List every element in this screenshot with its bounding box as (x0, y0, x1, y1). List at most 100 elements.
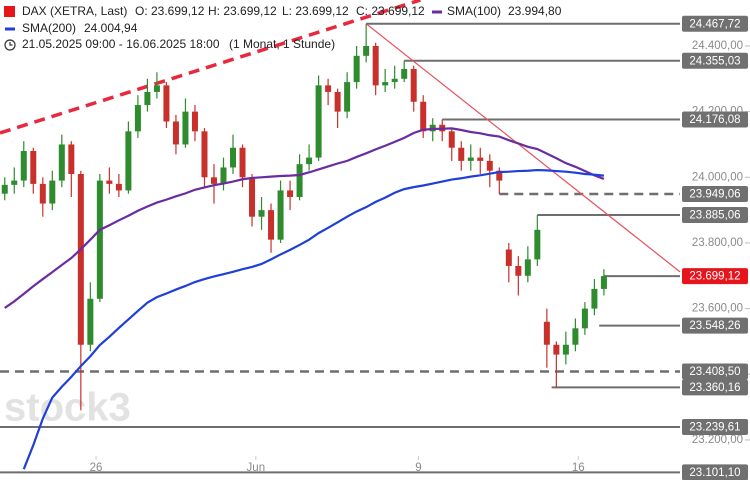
legend-swatch (4, 6, 15, 17)
level-box (682, 186, 748, 203)
clock-hands (9, 42, 13, 46)
level-box (682, 52, 748, 69)
candle-body (581, 308, 588, 329)
candle-body (420, 101, 427, 132)
candle-body (30, 151, 37, 184)
level-label: 23.699,12 (689, 271, 740, 283)
candle-body (496, 170, 503, 181)
candle-body (410, 68, 417, 102)
candle-body (353, 55, 360, 83)
candle-body (58, 144, 65, 181)
candle-body (401, 68, 408, 79)
legend-value: 24.004,94 (84, 21, 138, 35)
candle-body (553, 344, 560, 355)
background-layer: 24.400,0024.200,0024.000,0023.800,0023.6… (90, 40, 750, 474)
candle-body (591, 288, 598, 309)
candle-body (534, 229, 541, 260)
level-label: 24.176,08 (689, 114, 740, 126)
candle-body (325, 85, 332, 92)
level-box (682, 111, 748, 128)
level-label: 23.548,26 (689, 320, 740, 332)
quote: L: 23.699,12 (282, 4, 349, 18)
candle-body (372, 45, 379, 86)
level-box (682, 317, 748, 334)
candle-body (125, 131, 132, 191)
candle-body (172, 121, 179, 145)
candle-body (1, 184, 8, 194)
quote: H: 23.699,12 (208, 4, 277, 18)
sma-line (4, 127, 605, 309)
candle-body (68, 144, 75, 175)
trendline (365, 23, 681, 273)
candle-body (505, 249, 512, 266)
legend-label: SMA(200) (22, 21, 76, 35)
sma-line (22, 168, 605, 470)
y-tick-label: 23.200,00 (692, 434, 743, 446)
candle-body (391, 78, 398, 83)
candle-body (477, 157, 484, 161)
candle-body (600, 276, 607, 289)
legend: DAX (XETRA, Last) O: 23.699,12 H: 23.699… (4, 4, 562, 51)
candle-body (11, 180, 18, 185)
legend-label: SMA(100) (447, 4, 501, 18)
level-box (682, 268, 748, 285)
candle-body (277, 190, 284, 240)
plot-layer (0, 0, 681, 474)
candle-body (20, 151, 27, 181)
candle-body (334, 91, 341, 112)
candle-body (572, 328, 579, 345)
watermark: stock3 (4, 386, 131, 430)
clock-icon (4, 39, 16, 51)
level-label: 23.949,06 (689, 189, 740, 201)
level-label: 23.885,06 (689, 210, 740, 222)
candle-body (344, 82, 351, 112)
interval: (1 Monat, 1 Stunde) (229, 37, 335, 51)
candle-body (39, 183, 46, 204)
label-layer: 24.467,72 24.355,03 24.176,08 23.949,06 23.8… (682, 15, 748, 480)
candle-body (106, 180, 113, 184)
candle-body (144, 91, 151, 106)
candle-body (268, 210, 275, 240)
candle-body (486, 160, 493, 171)
level-box (682, 418, 748, 435)
level-box (682, 207, 748, 224)
candle-body (115, 183, 122, 191)
level-label: 24.467,72 (689, 18, 740, 30)
quote: O: 23.699,12 (135, 4, 205, 18)
level-box (682, 379, 748, 396)
candle-body (87, 298, 94, 345)
candle-body (201, 131, 208, 178)
x-tick-label: 16 (572, 462, 585, 474)
level-box (682, 15, 748, 32)
candle-body (287, 190, 294, 197)
x-tick-label: Jun (247, 462, 266, 474)
candle-body (524, 259, 531, 276)
candle-body (562, 344, 569, 355)
candle-body (543, 321, 550, 345)
candle-body (230, 147, 237, 168)
candle-body (467, 157, 474, 161)
level-box (682, 363, 748, 380)
candle-body (306, 157, 313, 165)
level-label: 23.239,61 (689, 421, 740, 433)
y-tick-label: 23.800,00 (692, 237, 743, 249)
y-tick-label: 23.600,00 (692, 303, 743, 315)
candle-body (220, 167, 227, 184)
candle-body (315, 85, 322, 158)
candle-body (182, 111, 189, 145)
candle-body (134, 105, 141, 132)
quote: C: 23.699,12 (356, 4, 425, 18)
candle-body (210, 177, 217, 184)
level-label: 23.360,16 (689, 382, 740, 394)
candle-body (296, 164, 303, 197)
legend-value: 23.994,80 (508, 4, 562, 18)
level-label: 23.408,50 (689, 366, 740, 378)
candle-body (153, 85, 160, 92)
candle-body (258, 210, 265, 217)
y-tick-label: 24.400,00 (692, 40, 743, 52)
candle-body (363, 45, 370, 56)
period: 21.05.2025 09:00 - 16.06.2025 18:00 (22, 37, 220, 51)
candle-body (239, 147, 246, 178)
